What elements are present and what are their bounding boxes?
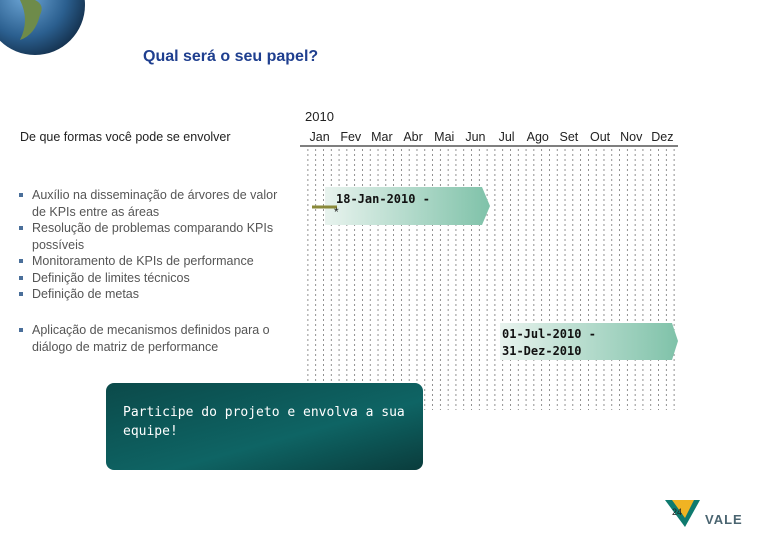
bullet-item: Definição de metas xyxy=(18,286,288,303)
label-line: 18-Jan-2010 - xyxy=(336,192,430,206)
month-label: Out xyxy=(590,130,611,144)
bullet-item: Definição de limites técnicos xyxy=(18,270,288,287)
activity-2-items: Aplicação de mecanismos definidos para o… xyxy=(18,322,288,355)
bullet-item: Auxílio na disseminação de árvores de va… xyxy=(18,187,288,220)
callout-box xyxy=(106,383,423,470)
month-grid xyxy=(307,149,675,410)
label-line: 31-Dez-2010 xyxy=(502,344,582,358)
month-label: Mar xyxy=(371,130,393,144)
bullet-item: Aplicação de mecanismos definidos para o… xyxy=(18,322,288,355)
bullet-item: Resolução de problemas comparando KPIs p… xyxy=(18,220,288,253)
month-label: Jan xyxy=(309,130,330,144)
column-title: De que formas você pode se envolver xyxy=(20,130,231,144)
activity-2-label: 01-Jul-2010 - 31-Dez-2010 xyxy=(502,326,596,360)
activity-1-items: Auxílio na disseminação de árvores de va… xyxy=(18,187,288,303)
activity-1-label: 18-Jan-2010 - xyxy=(336,192,430,206)
bullet-item: Monitoramento de KPIs de performance xyxy=(18,253,288,270)
globe xyxy=(0,0,85,55)
month-label: Set xyxy=(559,130,579,144)
bar-1: * xyxy=(312,187,490,225)
month-label: Jun xyxy=(465,130,486,144)
month-label: Dez xyxy=(651,130,674,144)
vale-logo-mark xyxy=(665,500,700,527)
bar-2 xyxy=(500,323,678,360)
year: 2010 xyxy=(305,109,334,124)
title: Qual será o seu papel? xyxy=(143,48,319,65)
page-number: 24 xyxy=(672,507,683,517)
month-label: Nov xyxy=(620,130,643,144)
callout-text: Participe do projeto e envolva a sua equ… xyxy=(123,405,405,439)
month-label: Abr xyxy=(403,130,423,144)
month-label: Fev xyxy=(340,130,362,144)
month-label: Mai xyxy=(434,130,455,144)
label-line: 01-Jul-2010 - xyxy=(502,327,596,341)
month-label: Jul xyxy=(498,130,515,144)
month-label: Ago xyxy=(526,130,549,144)
svg-text:*: * xyxy=(334,205,339,219)
logo: VALE xyxy=(705,512,743,527)
